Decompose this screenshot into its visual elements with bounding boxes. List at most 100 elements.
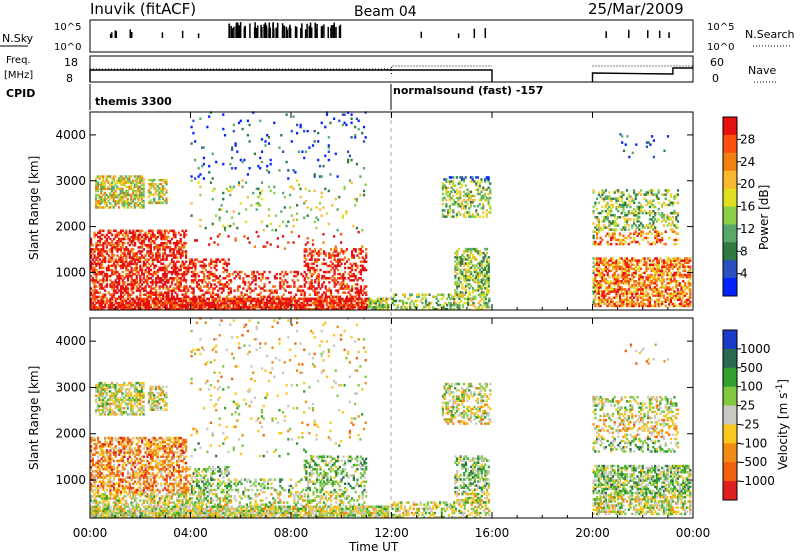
data-cell: [165, 258, 168, 261]
data-cell: [260, 197, 264, 201]
data-cell: [470, 266, 473, 269]
data-cell: [135, 281, 138, 284]
data-cell: [349, 266, 352, 270]
data-cell: [169, 285, 172, 288]
data-cell: [183, 303, 186, 307]
data-cell: [611, 290, 614, 293]
data-cell: [337, 264, 340, 268]
data-cell: [290, 301, 293, 305]
data-cell: [109, 187, 112, 191]
data-cell: [452, 182, 455, 185]
data-cell: [471, 194, 474, 198]
data-cell: [221, 299, 225, 303]
data-cell: [139, 291, 142, 294]
data-cell: [294, 303, 297, 307]
data-cell: [673, 277, 676, 281]
data-cell: [629, 259, 632, 262]
data-cell: [347, 111, 350, 114]
data-cell: [90, 307, 93, 311]
data-cell: [369, 305, 372, 309]
data-cell: [222, 224, 225, 228]
data-cell: [671, 296, 674, 299]
data-cell: [303, 256, 306, 259]
data-cell: [315, 264, 319, 268]
data-cell: [360, 303, 363, 307]
data-cell: [296, 287, 299, 290]
nsky-tick-bottom: 10^0: [54, 42, 81, 53]
data-cell: [181, 244, 184, 247]
data-cell: [172, 295, 175, 299]
data-cell: [307, 277, 310, 280]
data-cell: [227, 303, 230, 307]
data-cell: [179, 299, 182, 303]
data-cell: [251, 277, 254, 280]
data-cell: [124, 193, 128, 197]
data-cell: [225, 307, 228, 311]
data-cell: [597, 300, 600, 304]
nsky-trace: [109, 22, 670, 38]
data-cell: [112, 246, 116, 249]
data-cell: [153, 239, 156, 243]
data-cell: [160, 301, 163, 305]
data-cell: [137, 287, 140, 290]
data-cell: [355, 162, 358, 166]
data-cell: [405, 307, 408, 311]
data-cell: [489, 188, 492, 191]
data-cell: [297, 299, 300, 303]
data-cell: [91, 293, 94, 296]
data-cell: [475, 188, 478, 191]
data-cell: [144, 287, 147, 290]
data-cell: [148, 244, 151, 247]
data-cell: [218, 287, 222, 290]
data-cell: [597, 292, 600, 295]
data-cell: [174, 287, 177, 290]
data-cell: [165, 197, 168, 200]
data-cell: [349, 270, 352, 274]
data-cell: [288, 297, 291, 301]
data-cell: [111, 303, 114, 307]
data-cell: [443, 184, 446, 187]
data-cell: [453, 299, 456, 303]
data-cell: [279, 299, 283, 303]
data-cell: [227, 307, 230, 311]
data-cell: [631, 304, 634, 308]
data-cell: [295, 303, 298, 307]
data-cell: [109, 297, 112, 301]
data-cell: [211, 299, 214, 303]
data-cell: [211, 274, 215, 278]
data-cell: [314, 248, 317, 251]
data-cell: [114, 195, 117, 199]
data-cell: [647, 280, 650, 283]
data-cell: [459, 268, 462, 271]
data-cell: [269, 189, 272, 193]
data-cell: [326, 270, 329, 274]
data-cell: [165, 274, 168, 278]
data-cell: [291, 279, 294, 282]
data-cell: [169, 297, 172, 301]
data-cell: [308, 248, 311, 251]
data-cell: [135, 262, 138, 266]
data-cell: [464, 270, 468, 274]
data-cell: [109, 303, 112, 307]
data-cell: [309, 297, 312, 301]
data-cell: [592, 240, 595, 244]
data-cell: [193, 297, 196, 301]
data-cell: [121, 301, 124, 305]
data-cell: [356, 264, 359, 268]
data-cell: [615, 282, 618, 285]
data-cell: [132, 189, 135, 193]
data-cell: [486, 280, 489, 284]
data-cell: [135, 235, 138, 239]
data-cell: [126, 303, 130, 307]
data-cell: [135, 181, 138, 184]
data-cell: [225, 299, 228, 303]
data-cell: [132, 297, 135, 301]
data-cell: [90, 274, 93, 278]
data-cell: [371, 305, 374, 309]
data-cell: [153, 197, 156, 200]
data-cell: [100, 181, 103, 184]
data-cell: [685, 300, 688, 304]
data-cell: [603, 275, 606, 279]
data-cell: [352, 307, 355, 311]
data-cell: [684, 259, 687, 262]
